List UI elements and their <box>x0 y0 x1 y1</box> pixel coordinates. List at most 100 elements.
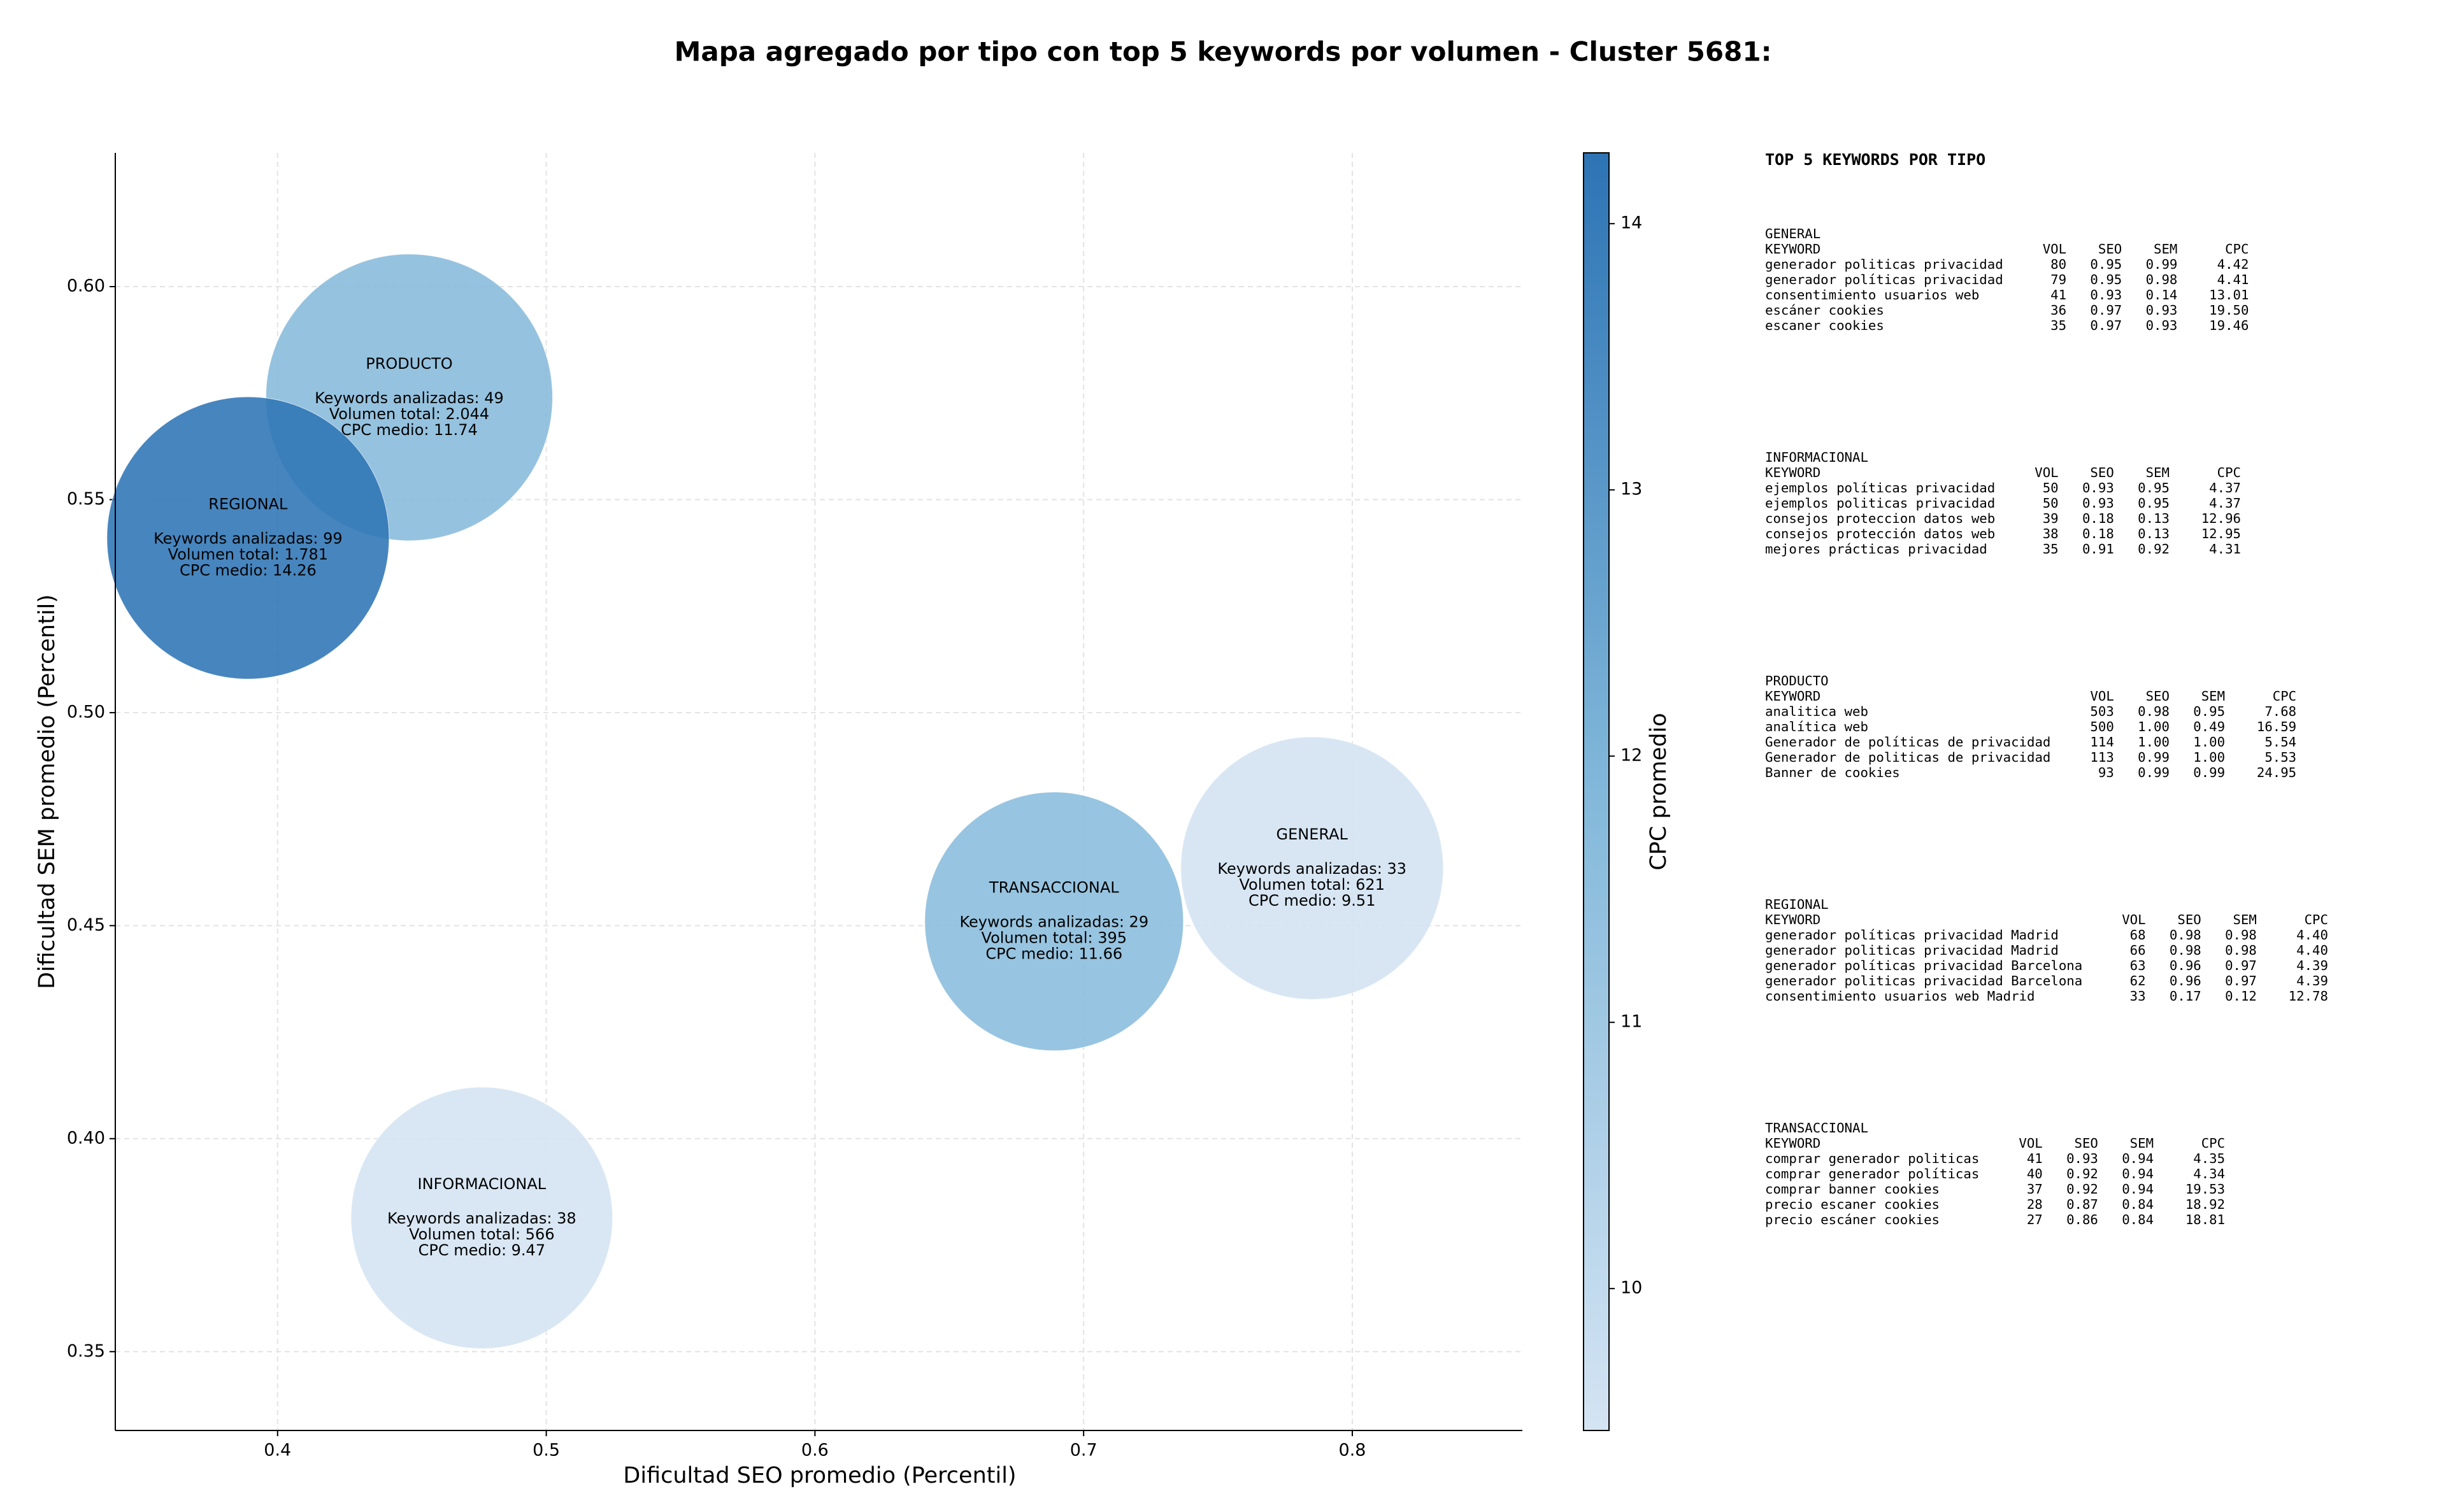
bubble-cpc: CPC medio: 9.47 <box>418 1241 546 1259</box>
table-cell: comprar generador políticas <box>1765 1166 1979 1181</box>
column-header: SEO <box>2098 241 2122 257</box>
table-cell: 27 <box>2027 1212 2043 1227</box>
bubble-keywords: Keywords analizadas: 29 <box>959 913 1148 931</box>
table-cell: 4.42 <box>2217 257 2249 272</box>
table-cell: 19.53 <box>2185 1181 2225 1197</box>
table-cell: 0.13 <box>2138 526 2170 541</box>
x-tick-label: 0.5 <box>533 1441 560 1460</box>
table-cell: 28 <box>2027 1197 2043 1212</box>
table-cell: 80 <box>2050 257 2066 272</box>
table-cell: precio escaner cookies <box>1765 1197 1940 1212</box>
bubble-keywords: Keywords analizadas: 99 <box>154 530 343 548</box>
colorbar-tick-label: 12 <box>1620 746 1642 766</box>
table-cell: 0.99 <box>2138 750 2170 765</box>
group-name: GENERAL <box>1765 226 1820 241</box>
table-cell: generador políticas privacidad Madrid <box>1765 927 2059 943</box>
table-cell: 0.14 <box>2146 287 2178 303</box>
table-cell: 36 <box>2050 303 2066 318</box>
table-cell: 0.95 <box>2138 480 2170 496</box>
table-cell: 7.68 <box>2264 704 2296 719</box>
table-cell: 0.97 <box>2225 973 2257 988</box>
column-header: SEO <box>2090 465 2113 480</box>
x-tick-label: 0.4 <box>264 1441 291 1460</box>
group-name: PRODUCTO <box>1765 673 1829 688</box>
column-header: SEM <box>2146 465 2170 480</box>
table-cell: 5.53 <box>2264 750 2296 765</box>
table-cell: 0.93 <box>2146 303 2178 318</box>
table-cell: 16.59 <box>2257 719 2296 734</box>
bubble-name: REGIONAL <box>208 496 288 513</box>
table-cell: 0.17 <box>2170 988 2201 1004</box>
colorbar-tick-label: 10 <box>1620 1278 1642 1298</box>
bubble-name: PRODUCTO <box>366 355 452 373</box>
table-cell: 0.93 <box>2066 1151 2098 1166</box>
table-cell: consejos protección datos web <box>1765 526 1995 541</box>
y-tick-label: 0.40 <box>67 1128 105 1148</box>
group-name: INFORMACIONAL <box>1765 450 1868 465</box>
column-header: VOL <box>2090 688 2113 704</box>
column-header: KEYWORD <box>1765 465 1820 480</box>
x-axis-label: Dificultad SEO promedio (Percentil) <box>623 1463 1016 1488</box>
table-cell: 4.39 <box>2296 958 2328 973</box>
table-cell: 33 <box>2130 988 2146 1004</box>
table-cell: 0.92 <box>2066 1166 2098 1181</box>
colorbar-tick-label: 13 <box>1620 480 1642 499</box>
table-cell: 0.98 <box>2225 927 2257 943</box>
table-cell: 0.84 <box>2122 1212 2154 1227</box>
table-cell: 0.98 <box>2138 704 2170 719</box>
table-cell: analítica web <box>1765 719 1868 734</box>
table-cell: 4.41 <box>2217 272 2249 287</box>
table-cell: generador politicas privacidad Madrid <box>1765 943 2059 958</box>
table-cell: 0.93 <box>2090 287 2122 303</box>
table-cell: 0.95 <box>2193 704 2225 719</box>
y-tick-label: 0.60 <box>67 276 105 296</box>
bubble <box>106 396 390 680</box>
table-cell: 12.95 <box>2201 526 2241 541</box>
table-cell: 0.96 <box>2170 973 2201 988</box>
column-header: SEM <box>2130 1136 2154 1151</box>
table-cell: 0.99 <box>2193 765 2225 780</box>
table-cell: 0.97 <box>2225 958 2257 973</box>
table-cell: 19.46 <box>2209 318 2249 333</box>
bubble <box>350 1087 613 1350</box>
column-header: KEYWORD <box>1765 688 1820 704</box>
bubble-cpc: CPC medio: 9.51 <box>1248 892 1376 909</box>
table-cell: 1.00 <box>2193 734 2225 750</box>
column-header: SEO <box>2146 688 2170 704</box>
bubble-volume: Volumen total: 395 <box>982 929 1127 947</box>
column-header: KEYWORD <box>1765 912 1820 927</box>
bubble <box>1180 736 1444 1000</box>
table-cell: 0.87 <box>2066 1197 2098 1212</box>
table-cell: precio escáner cookies <box>1765 1212 1940 1227</box>
table-cell: escáner cookies <box>1765 303 1884 318</box>
table-cell: 39 <box>2043 511 2059 526</box>
table-cell: 0.18 <box>2082 511 2114 526</box>
table-cell: 12.96 <box>2201 511 2241 526</box>
table-cell: 50 <box>2043 496 2059 511</box>
table-cell: generador politicas privacidad <box>1765 257 2003 272</box>
table-cell: 0.95 <box>2090 272 2122 287</box>
colorbar <box>1583 152 1610 1431</box>
y-tick-label: 0.50 <box>67 702 105 722</box>
table-cell: 13.01 <box>2209 287 2249 303</box>
table-cell: generador políticas privacidad Barcelona <box>1765 958 2082 973</box>
table-cell: 12.78 <box>2289 988 2328 1004</box>
table-cell: 0.92 <box>2138 541 2170 557</box>
bubble-volume: Volumen total: 2.044 <box>329 405 489 423</box>
table-cell: 0.99 <box>2138 765 2170 780</box>
colorbar-tick-label: 14 <box>1620 213 1642 233</box>
table-cell: 0.93 <box>2082 480 2114 496</box>
table-cell: 0.93 <box>2082 496 2114 511</box>
table-cell: 4.34 <box>2193 1166 2225 1181</box>
column-header: KEYWORD <box>1765 1136 1820 1151</box>
table-cell: 0.97 <box>2090 318 2122 333</box>
table-cell: 41 <box>2050 287 2066 303</box>
colorbar-label: CPC promedio <box>1646 713 1671 870</box>
bubble-volume: Volumen total: 621 <box>1239 876 1385 894</box>
table-cell: 0.93 <box>2146 318 2178 333</box>
y-tick-label: 0.55 <box>67 489 105 509</box>
table-cell: 0.96 <box>2170 958 2201 973</box>
table-cell: 37 <box>2027 1181 2043 1197</box>
table-cell: consentimiento usuarios web <box>1765 287 1979 303</box>
